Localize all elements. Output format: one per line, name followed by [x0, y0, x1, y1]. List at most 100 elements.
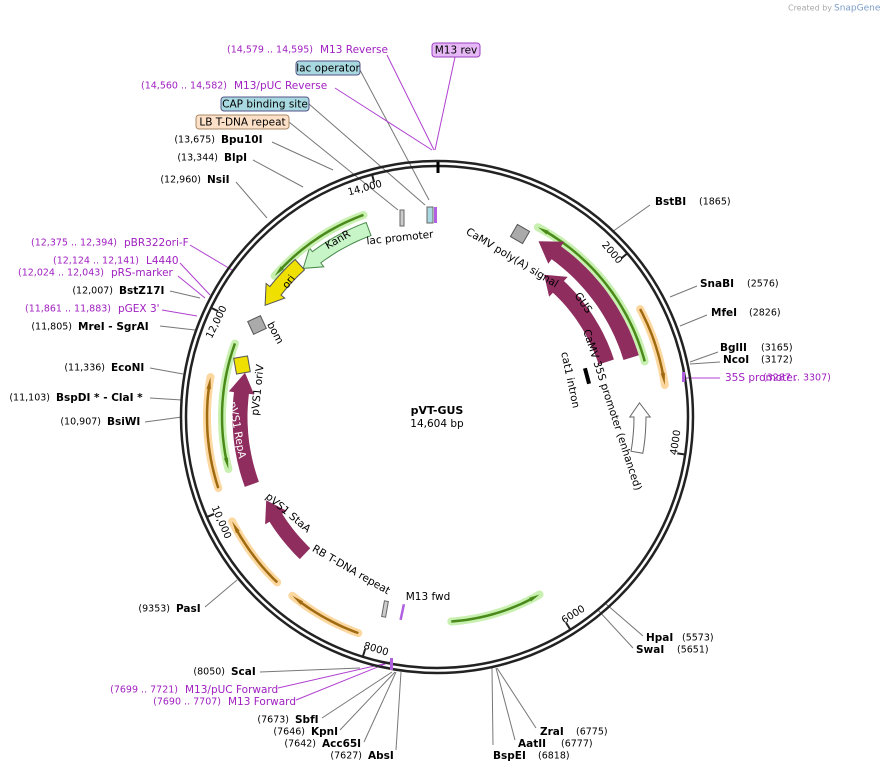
site-name: MfeI: [711, 307, 737, 319]
primer-line: [177, 275, 206, 299]
site-position: (6775): [576, 727, 608, 738]
leader-line: [669, 285, 698, 298]
leader-line: [605, 603, 644, 637]
leader-line: [339, 671, 396, 731]
leader-line: [308, 103, 426, 206]
ruler-label: 4000: [669, 429, 684, 456]
leader-line: [235, 181, 268, 219]
feature-bar-primer: [434, 207, 437, 223]
primer-line: [189, 244, 233, 271]
feature-tag-label: lac operator: [296, 63, 360, 75]
primer-range: (12,124 .. 12,141): [53, 256, 139, 267]
ruler-label: 6000: [560, 604, 587, 627]
leader-line: [321, 671, 393, 719]
leader-line: [288, 121, 399, 211]
feature-arrow-orange: [232, 521, 279, 584]
site-name: BspEI: [493, 750, 526, 762]
primer-line: [161, 309, 198, 317]
site-name: MreI - SgrAI: [78, 321, 149, 333]
primer-range: (14,560 .. 14,582): [141, 81, 227, 92]
site-position: (6818): [538, 751, 570, 762]
primer-line: [334, 87, 433, 151]
site-position: (8050): [193, 667, 225, 678]
site-position: (13,675): [174, 135, 215, 146]
leader-line: [611, 204, 651, 233]
leader-line: [359, 69, 430, 201]
feature-bar-operator: [426, 206, 434, 224]
site-position: (12,960): [160, 175, 201, 186]
ruler-tick: [210, 306, 219, 313]
site-name: ScaI: [231, 666, 256, 678]
site-name: BlpI: [224, 152, 247, 164]
feature-tag-label: CAP binding site: [222, 99, 308, 111]
leader-line: [679, 314, 708, 327]
site-name: EcoNI: [111, 362, 144, 374]
site-position: (1865): [699, 197, 731, 208]
leader-line: [159, 325, 196, 331]
feature-bar-rb: [381, 600, 389, 618]
site-position: (9353): [138, 604, 170, 615]
leader-line: [491, 667, 494, 746]
primer-line: [179, 262, 211, 296]
feature-label: bom: [264, 320, 286, 346]
primer-name: M13/pUC Reverse: [234, 80, 327, 92]
site-position: (11,336): [64, 363, 105, 374]
feature-tag: [220, 96, 310, 112]
site-position: (11,805): [31, 322, 72, 333]
feature-bar-m13fwd-site: [390, 658, 393, 670]
leader-line: [144, 416, 183, 423]
primer-name: M13 Forward: [228, 696, 296, 708]
site-name: AbsI: [368, 750, 394, 762]
feature-bar-m13fwd: [399, 603, 406, 621]
feature-tag: [431, 42, 481, 58]
backbone-outer: [179, 159, 695, 675]
ruler-tick: [361, 648, 367, 658]
site-position: (12,007): [72, 286, 113, 297]
site-position: (7627): [330, 751, 362, 762]
map-length: 14,604 bp: [410, 418, 464, 430]
leader-line: [149, 367, 184, 375]
site-name: SwaI: [636, 644, 664, 656]
site-position: (7673): [257, 715, 289, 726]
ruler-tick: [371, 174, 376, 183]
site-name: BglII: [720, 342, 747, 354]
site-position: (2826): [749, 308, 781, 319]
feature-bar-lac: [399, 209, 405, 227]
site-position: (5573): [682, 633, 714, 644]
leader-line: [169, 290, 201, 299]
site-name: BsiWI: [107, 416, 140, 428]
credit-brand: SnapGene: [834, 4, 881, 14]
feature-arrow-green: [451, 594, 540, 623]
site-name: Acc65I: [322, 738, 361, 750]
primer-name: pBR322ori-F: [124, 237, 189, 249]
leader-line: [495, 667, 516, 741]
site-position: (7646): [273, 727, 305, 738]
feature-arrow-orange: [205, 377, 220, 489]
leader-line: [271, 141, 334, 171]
feature-tag-label: M13 rev: [435, 45, 478, 57]
feature-label: RB T-DNA repeat: [310, 543, 392, 597]
feature-tag: [195, 114, 290, 130]
site-position: (3172): [761, 355, 793, 366]
leader-line: [252, 159, 304, 188]
site-name: NsiI: [207, 174, 230, 186]
ruler-label: 12,000: [204, 304, 229, 340]
site-name: NcoI: [723, 354, 749, 366]
site-position: (13,344): [177, 153, 218, 164]
primer-name: pRS-marker: [111, 267, 174, 279]
ruler-tick: [620, 252, 628, 260]
primer-range: (11,861 .. 11,883): [25, 304, 111, 315]
feature-arrow-kanr: [302, 221, 372, 269]
site-position: (7642): [284, 739, 316, 750]
primer-line: [277, 661, 393, 689]
primer-line: [295, 661, 391, 701]
feature-label: lac promoter: [366, 228, 435, 247]
site-position: (2576): [747, 279, 779, 290]
site-name: BstBI: [655, 196, 686, 208]
primer-line: [434, 56, 456, 151]
primer-name: 35S promoter: [725, 372, 798, 384]
feature-arrow-green-glow: [447, 590, 544, 626]
site-position: (5651): [677, 645, 709, 656]
leader-line: [597, 609, 634, 649]
